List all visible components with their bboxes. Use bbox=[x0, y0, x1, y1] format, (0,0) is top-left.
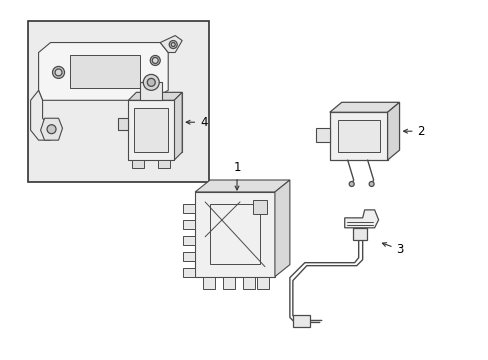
Circle shape bbox=[368, 181, 373, 186]
Polygon shape bbox=[344, 210, 378, 228]
Circle shape bbox=[143, 75, 159, 90]
Polygon shape bbox=[183, 268, 195, 276]
Circle shape bbox=[52, 67, 64, 78]
Polygon shape bbox=[70, 55, 140, 88]
Polygon shape bbox=[183, 204, 195, 213]
Polygon shape bbox=[243, 276, 254, 289]
Polygon shape bbox=[134, 108, 168, 152]
Polygon shape bbox=[195, 192, 274, 276]
Polygon shape bbox=[223, 276, 235, 289]
Polygon shape bbox=[128, 92, 182, 100]
Polygon shape bbox=[31, 90, 50, 140]
Polygon shape bbox=[329, 112, 387, 160]
Polygon shape bbox=[256, 276, 268, 289]
Text: 2: 2 bbox=[403, 125, 424, 138]
Polygon shape bbox=[183, 236, 195, 245]
Polygon shape bbox=[352, 228, 366, 240]
Text: 4: 4 bbox=[186, 116, 207, 129]
Polygon shape bbox=[158, 160, 170, 168]
Circle shape bbox=[348, 181, 353, 186]
Circle shape bbox=[55, 69, 62, 76]
Polygon shape bbox=[195, 180, 289, 192]
Circle shape bbox=[47, 125, 56, 134]
Polygon shape bbox=[39, 42, 168, 100]
Polygon shape bbox=[292, 315, 309, 328]
Polygon shape bbox=[132, 160, 144, 168]
Polygon shape bbox=[315, 128, 329, 142]
Circle shape bbox=[152, 58, 158, 63]
Polygon shape bbox=[174, 92, 182, 160]
Polygon shape bbox=[118, 118, 128, 130]
Circle shape bbox=[169, 41, 177, 49]
Polygon shape bbox=[128, 100, 174, 160]
Polygon shape bbox=[274, 180, 289, 276]
Polygon shape bbox=[183, 220, 195, 229]
Text: 3: 3 bbox=[382, 243, 403, 256]
Polygon shape bbox=[183, 252, 195, 261]
Polygon shape bbox=[329, 102, 399, 112]
Circle shape bbox=[150, 55, 160, 66]
Polygon shape bbox=[252, 200, 266, 214]
Polygon shape bbox=[140, 82, 162, 100]
Polygon shape bbox=[337, 120, 379, 152]
Circle shape bbox=[171, 42, 175, 46]
Bar bbox=[27, 21, 209, 182]
Polygon shape bbox=[203, 276, 215, 289]
Polygon shape bbox=[41, 118, 62, 140]
Text: 1: 1 bbox=[233, 161, 240, 190]
Polygon shape bbox=[387, 102, 399, 160]
Polygon shape bbox=[160, 36, 182, 53]
Polygon shape bbox=[136, 92, 182, 152]
Circle shape bbox=[147, 78, 155, 86]
